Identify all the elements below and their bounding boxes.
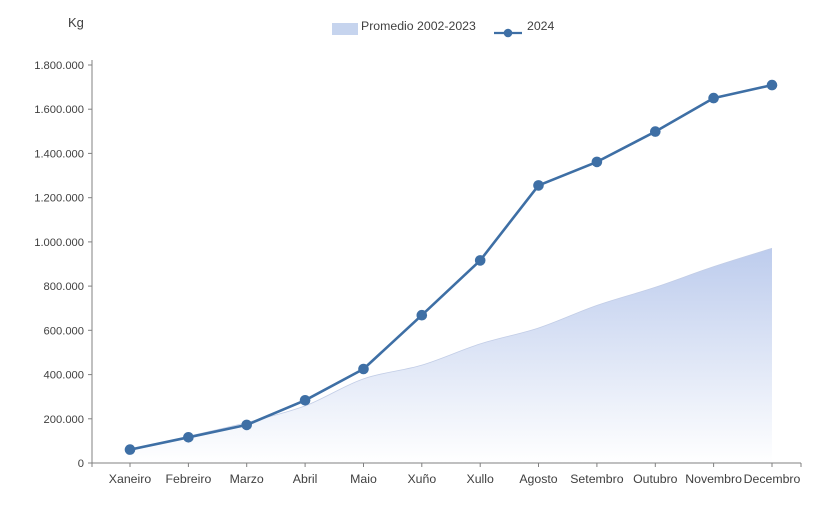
svg-text:Febreiro: Febreiro	[166, 472, 212, 486]
svg-text:Maio: Maio	[350, 472, 377, 486]
svg-text:Xaneiro: Xaneiro	[109, 472, 152, 486]
svg-text:800.000: 800.000	[44, 281, 84, 293]
svg-text:Agosto: Agosto	[519, 472, 557, 486]
svg-text:Setembro: Setembro	[570, 472, 623, 486]
svg-text:Decembro: Decembro	[744, 472, 801, 486]
svg-text:600.000: 600.000	[44, 325, 84, 337]
svg-text:Abril: Abril	[293, 472, 318, 486]
svg-text:Xuño: Xuño	[407, 472, 436, 486]
svg-text:Marzo: Marzo	[230, 472, 264, 486]
svg-text:Outubro: Outubro	[633, 472, 678, 486]
svg-text:400.000: 400.000	[44, 370, 84, 382]
svg-text:1.800.000: 1.800.000	[34, 60, 84, 72]
svg-text:0: 0	[78, 458, 84, 470]
svg-text:Xullo: Xullo	[467, 472, 495, 486]
svg-text:1.600.000: 1.600.000	[34, 104, 84, 116]
svg-text:1.400.000: 1.400.000	[34, 148, 84, 160]
svg-text:1.200.000: 1.200.000	[34, 193, 84, 205]
svg-text:Novembro: Novembro	[685, 472, 742, 486]
svg-text:200.000: 200.000	[44, 414, 84, 426]
svg-text:1.000.000: 1.000.000	[34, 237, 84, 249]
